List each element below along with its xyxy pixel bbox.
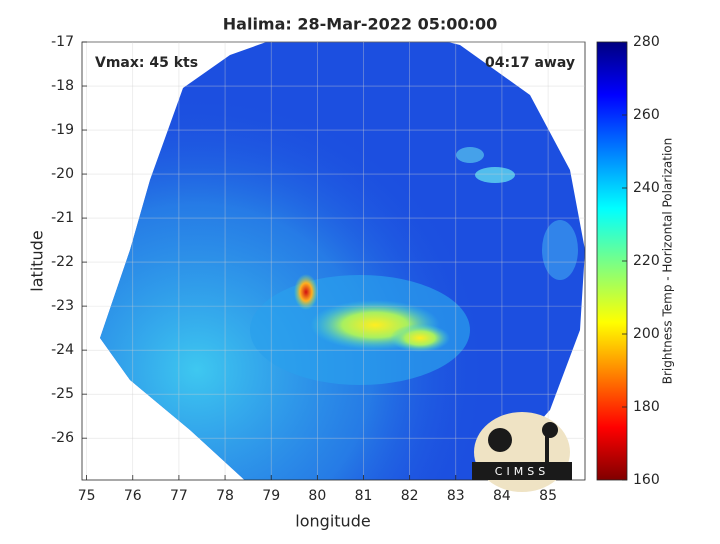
colorbar-tick-label: 240 <box>633 180 660 196</box>
x-tick-label: 77 <box>170 488 188 504</box>
y-tick-label: -21 <box>51 210 74 226</box>
colorbar-label: Brightness Temp - Horizontal Polarizatio… <box>661 138 675 385</box>
logo-text: CIMSS <box>495 465 549 478</box>
colorbar-tick-label: 220 <box>633 253 660 269</box>
x-tick-label: 84 <box>493 488 511 504</box>
y-tick-label: -17 <box>51 34 74 50</box>
y-tick-label: -23 <box>51 298 74 314</box>
annotation: Vmax: 45 kts <box>95 55 198 71</box>
y-tick-label: -20 <box>51 166 74 182</box>
colorbar-tick-label: 180 <box>633 399 660 415</box>
x-tick-label: 80 <box>308 488 326 504</box>
x-tick-label: 81 <box>355 488 373 504</box>
x-tick-label: 79 <box>262 488 280 504</box>
x-tick-label: 83 <box>447 488 465 504</box>
y-tick-label: -19 <box>51 122 74 138</box>
colorbar-tick-label: 260 <box>633 107 660 123</box>
y-axis-label: latitude <box>28 230 47 291</box>
x-tick-label: 76 <box>124 488 142 504</box>
logo: CIMSS <box>472 412 572 492</box>
y-tick-label: -26 <box>51 430 74 446</box>
x-tick-label: 78 <box>216 488 234 504</box>
y-tick-label: -22 <box>51 254 74 270</box>
chart-title: Halima: 28-Mar-2022 05:00:00 <box>223 15 497 34</box>
colorbar-tick-label: 200 <box>633 326 660 342</box>
x-tick-label: 85 <box>539 488 557 504</box>
x-axis-label: longitude <box>295 512 370 531</box>
annotation: 04:17 away <box>485 55 575 71</box>
x-tick-label: 82 <box>401 488 419 504</box>
y-tick-label: -25 <box>51 386 74 402</box>
satellite-image <box>100 42 585 480</box>
x-tick-label: 75 <box>78 488 96 504</box>
y-tick-label: -24 <box>51 342 74 358</box>
colorbar-tick-label: 280 <box>633 34 660 50</box>
colorbar-tick-label: 160 <box>633 472 660 488</box>
y-tick-label: -18 <box>51 78 74 94</box>
